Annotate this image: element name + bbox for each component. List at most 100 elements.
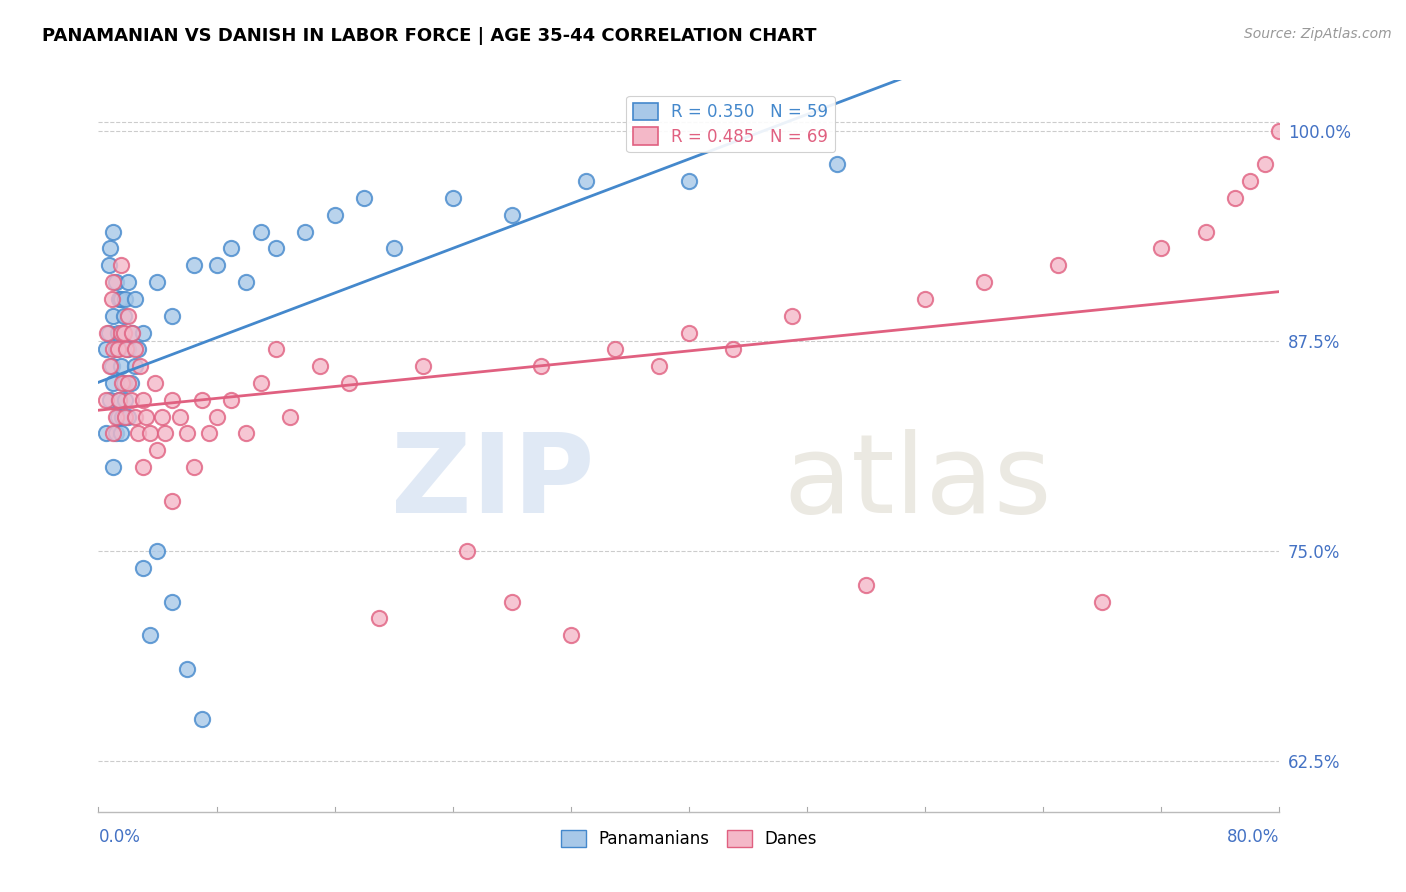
Point xyxy=(124,343,146,357)
Point xyxy=(103,460,125,475)
Point xyxy=(110,326,132,340)
Point xyxy=(1225,191,1247,205)
Point xyxy=(412,359,434,373)
Point xyxy=(146,443,169,458)
Point xyxy=(114,392,136,407)
Point xyxy=(110,258,132,272)
Point xyxy=(121,326,143,340)
Point xyxy=(441,191,464,205)
Point xyxy=(280,409,302,424)
Point xyxy=(264,242,287,256)
Point xyxy=(1091,594,1114,608)
Point xyxy=(103,309,125,323)
Text: 80.0%: 80.0% xyxy=(1227,829,1279,847)
Point xyxy=(111,326,134,340)
Point xyxy=(97,326,120,340)
Point xyxy=(110,359,132,373)
Point xyxy=(501,594,523,608)
Point xyxy=(678,174,700,188)
Point xyxy=(250,376,273,390)
Point xyxy=(176,426,198,441)
Point xyxy=(94,426,117,441)
Point xyxy=(605,343,627,357)
Point xyxy=(309,359,332,373)
Point xyxy=(103,426,125,441)
Point xyxy=(264,343,287,357)
Point xyxy=(107,326,129,340)
Legend: Panamanians, Danes: Panamanians, Danes xyxy=(554,823,824,855)
Point xyxy=(368,611,391,625)
Point xyxy=(110,292,132,306)
Point xyxy=(108,392,131,407)
Point xyxy=(575,174,598,188)
Point xyxy=(128,359,150,373)
Point xyxy=(205,409,228,424)
Point xyxy=(353,191,375,205)
Point xyxy=(530,359,553,373)
Point xyxy=(117,309,139,323)
Point xyxy=(139,628,162,642)
Point xyxy=(162,594,183,608)
Point xyxy=(169,409,191,424)
Point xyxy=(117,275,139,289)
Point xyxy=(723,343,745,357)
Point xyxy=(1150,242,1173,256)
Point xyxy=(782,309,804,323)
Point xyxy=(110,426,132,441)
Point xyxy=(112,326,135,340)
Point xyxy=(914,292,936,306)
Point xyxy=(382,242,405,256)
Point xyxy=(560,628,582,642)
Point xyxy=(153,426,176,441)
Point xyxy=(121,326,143,340)
Point xyxy=(124,359,146,373)
Text: PANAMANIAN VS DANISH IN LABOR FORCE | AGE 35-44 CORRELATION CHART: PANAMANIAN VS DANISH IN LABOR FORCE | AG… xyxy=(42,27,817,45)
Point xyxy=(825,157,848,171)
Point xyxy=(96,326,118,340)
Point xyxy=(114,292,136,306)
Text: 0.0%: 0.0% xyxy=(98,829,141,847)
Point xyxy=(132,392,155,407)
Point xyxy=(98,392,121,407)
Point xyxy=(103,275,125,289)
Point xyxy=(143,376,166,390)
Point xyxy=(648,359,671,373)
Point xyxy=(112,376,135,390)
Point xyxy=(94,343,117,357)
Point xyxy=(124,292,146,306)
Point xyxy=(1046,258,1070,272)
Point xyxy=(117,409,139,424)
Point xyxy=(127,343,149,357)
Point xyxy=(114,409,136,424)
Point xyxy=(103,376,125,390)
Point xyxy=(1195,225,1218,239)
Text: atlas: atlas xyxy=(783,429,1052,536)
Point xyxy=(678,326,700,340)
Point xyxy=(205,258,228,272)
Point xyxy=(124,409,146,424)
Point xyxy=(146,544,169,558)
Point xyxy=(127,426,149,441)
Point xyxy=(108,292,131,306)
Point xyxy=(105,275,128,289)
Point xyxy=(107,343,129,357)
Point xyxy=(183,460,205,475)
Point xyxy=(108,392,131,407)
Point xyxy=(111,376,134,390)
Point xyxy=(132,460,155,475)
Point xyxy=(98,359,121,373)
Point xyxy=(1254,157,1277,171)
Point xyxy=(132,326,155,340)
Point xyxy=(162,309,183,323)
Point xyxy=(105,426,128,441)
Point xyxy=(339,376,361,390)
Point xyxy=(323,208,346,222)
Point xyxy=(457,544,479,558)
Point xyxy=(105,343,128,357)
Point xyxy=(973,275,995,289)
Point xyxy=(112,309,135,323)
Point xyxy=(105,409,128,424)
Point xyxy=(162,493,183,508)
Point xyxy=(139,426,162,441)
Point xyxy=(98,242,121,256)
